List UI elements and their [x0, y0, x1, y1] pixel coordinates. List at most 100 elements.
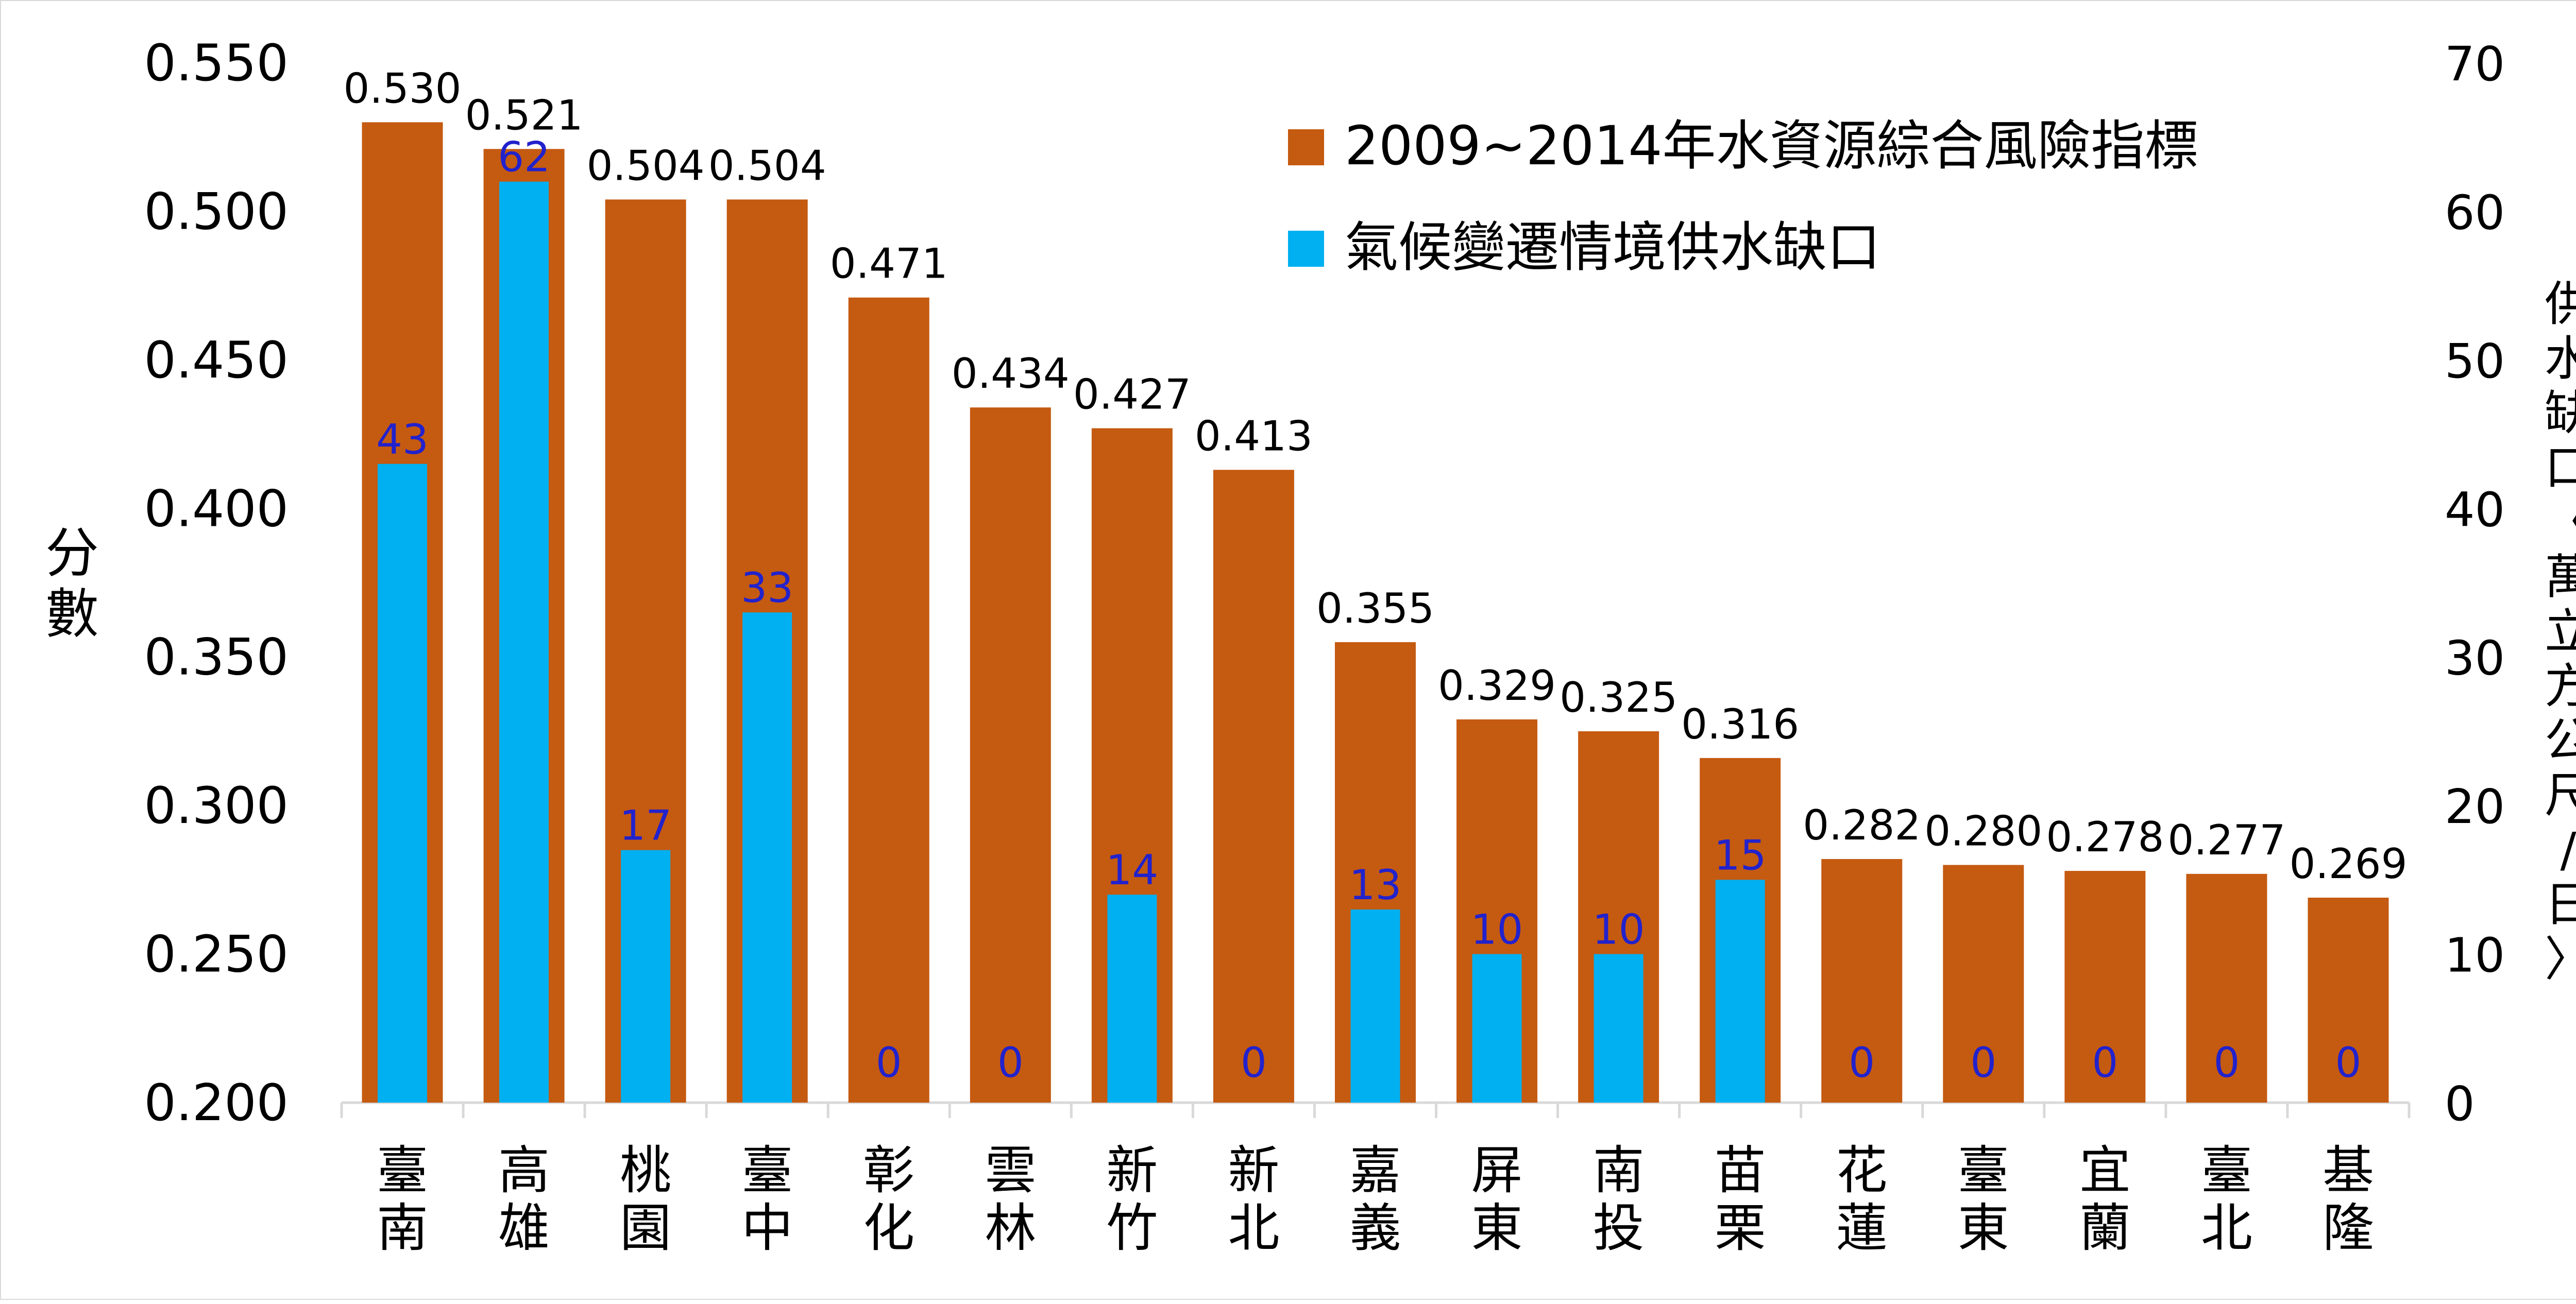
supply-gap-value-label: 17: [619, 802, 672, 850]
supply-gap-bar-高雄: [499, 181, 549, 1103]
supply-gap-bar-苗栗: [1715, 880, 1765, 1103]
supply-gap-value-label: 13: [1349, 861, 1402, 909]
risk-value-label: 0.471: [830, 240, 948, 288]
supply-gap-bar-屏東: [1472, 954, 1522, 1103]
supply-gap-bar-桃園: [621, 850, 671, 1103]
supply-gap-value-label: 14: [1106, 846, 1158, 894]
risk-bar-彰化: [848, 297, 929, 1103]
y-tick-label: 0.350: [144, 628, 289, 687]
x-tick-label: 新竹: [1106, 1140, 1158, 1258]
supply-gap-bar-嘉義: [1350, 910, 1400, 1103]
x-tick-label: 苗栗: [1715, 1140, 1766, 1258]
y-tick-label: 0.400: [144, 479, 289, 538]
risk-bar-臺東: [1943, 865, 2024, 1103]
y2-axis-title: 供水缺口〈萬立方公尺/日〉: [2545, 277, 2576, 987]
supply-gap-value-label: 0: [1970, 1039, 1996, 1087]
tick-labels: 0.200 0.250 0.300 0.350 0.400 0.450 0.500 0.550…: [144, 34, 2505, 1258]
legend-item-risk-index: 2009~2014年水資源綜合風險指標: [1288, 114, 2198, 177]
supply-gap-value-label: 0: [2092, 1039, 2118, 1087]
legend-swatch: [1288, 231, 1324, 267]
risk-value-label: 0.413: [1195, 412, 1313, 460]
risk-value-label: 0.316: [1681, 700, 1799, 748]
y2-tick-label: 40: [2445, 482, 2505, 537]
legend-label: 氣候變遷情境供水缺口: [1345, 216, 1880, 279]
bars: [362, 122, 2389, 1103]
axes: [340, 1101, 2411, 1118]
supply-gap-value-label: 0: [2335, 1039, 2362, 1087]
supply-gap-value-label: 0: [1849, 1039, 1875, 1087]
risk-bar-臺北: [2186, 873, 2267, 1103]
x-tick-label: 彰化: [863, 1140, 914, 1258]
supply-gap-bar-南投: [1594, 954, 1643, 1103]
risk-value-label: 0.427: [1073, 371, 1191, 419]
y-tick-label: 0.300: [144, 777, 289, 835]
x-tick-label: 高雄: [498, 1140, 550, 1258]
risk-value-label: 0.434: [952, 350, 1070, 398]
x-tick-label: 花蓮: [1836, 1140, 1888, 1258]
x-tick-label: 臺北: [2201, 1140, 2252, 1258]
supply-gap-bar-新竹: [1107, 895, 1157, 1103]
risk-value-label: 0.504: [708, 142, 826, 190]
risk-value-label: 0.278: [2046, 813, 2164, 861]
risk-value-label: 0.504: [587, 142, 705, 190]
legend-item-supply-gap: 氣候變遷情境供水缺口: [1288, 216, 1880, 279]
y2-tick-label: 60: [2445, 185, 2505, 240]
x-tick-label: 臺南: [377, 1140, 428, 1258]
x-tick-label: 臺東: [1958, 1140, 2009, 1258]
supply-gap-value-label: 15: [1714, 831, 1767, 879]
y-tick-label: 0.550: [144, 34, 289, 93]
supply-gap-value-label: 43: [376, 416, 429, 464]
risk-value-label: 0.280: [1924, 808, 2042, 855]
x-tick-label: 宜蘭: [2079, 1140, 2131, 1258]
risk-value-label: 0.282: [1803, 801, 1921, 849]
supply-gap-value-label: 0: [997, 1039, 1024, 1087]
supply-gap-value-label: 10: [1592, 906, 1645, 954]
x-tick-label: 嘉義: [1350, 1140, 1401, 1258]
risk-bar-基隆: [2308, 897, 2389, 1103]
y-axis-title: 分數: [45, 522, 99, 645]
y-tick-label: 0.450: [144, 331, 289, 390]
risk-value-label: 0.277: [2167, 816, 2285, 864]
x-tick-label: 南投: [1593, 1140, 1645, 1258]
risk-value-label: 0.269: [2289, 840, 2407, 888]
risk-bar-宜蘭: [2064, 871, 2146, 1103]
risk-bar-花蓮: [1821, 859, 1903, 1103]
supply-gap-value-label: 0: [876, 1039, 902, 1087]
supply-gap-bar-臺中: [742, 612, 792, 1103]
supply-gap-value-label: 33: [741, 564, 793, 612]
x-tick-label: 基隆: [2323, 1140, 2374, 1258]
risk-value-label: 0.325: [1560, 674, 1677, 722]
y2-tick-label: 10: [2445, 928, 2505, 983]
y-tick-label: 0.500: [144, 182, 289, 241]
x-tick-label: 新北: [1228, 1140, 1279, 1258]
supply-gap-bar-臺南: [378, 464, 428, 1103]
x-tick-label: 臺中: [741, 1140, 793, 1258]
y2-tick-label: 0: [2445, 1076, 2475, 1131]
y2-tick-label: 70: [2445, 37, 2505, 92]
supply-gap-value-label: 0: [2213, 1039, 2240, 1087]
risk-value-label: 0.329: [1438, 662, 1556, 710]
axis-titles: 分數 供水缺口〈萬立方公尺/日〉: [45, 277, 2576, 987]
y2-tick-label: 30: [2445, 631, 2505, 686]
risk-value-label: 0.530: [344, 64, 462, 112]
legend-swatch: [1288, 129, 1324, 165]
x-tick-label: 雲林: [985, 1140, 1036, 1258]
x-tick-label: 桃園: [620, 1140, 671, 1258]
y2-tick-label: 50: [2445, 334, 2505, 389]
y-tick-label: 0.200: [144, 1074, 289, 1133]
risk-value-label: 0.521: [465, 91, 583, 139]
supply-gap-value-label: 62: [498, 133, 550, 181]
risk-bar-新北: [1213, 470, 1294, 1103]
x-tick-label: 屏東: [1471, 1140, 1523, 1258]
y-tick-label: 0.250: [144, 925, 289, 984]
risk-value-label: 0.355: [1316, 585, 1434, 632]
supply-gap-value-label: 0: [1241, 1039, 1267, 1087]
risk-bar-雲林: [970, 407, 1051, 1103]
legend-label: 2009~2014年水資源綜合風險指標: [1345, 114, 2198, 177]
y2-tick-label: 20: [2445, 779, 2505, 834]
supply-gap-value-label: 10: [1471, 906, 1523, 954]
